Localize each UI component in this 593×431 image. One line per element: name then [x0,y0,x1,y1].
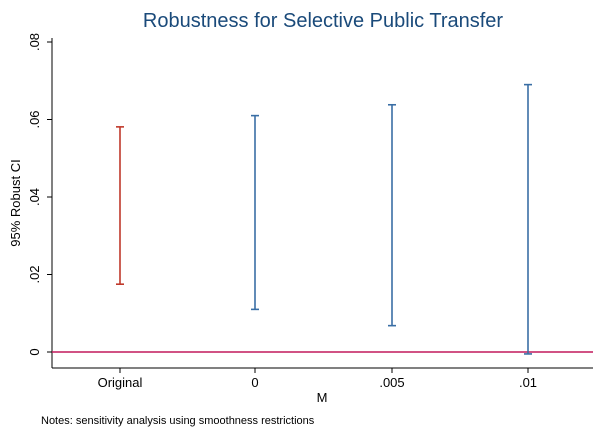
intervals [116,83,532,355]
ci-interval [524,83,532,355]
y-tick-label: .02 [27,265,42,283]
chart-note: Notes: sensitivity analysis using smooth… [41,415,315,427]
x-axis-label: M [317,390,328,405]
y-axis-label: 95% Robust CI [8,159,23,246]
y-tick-label: .06 [27,110,42,128]
x-tick-label: 0 [251,375,258,390]
x-tick-label: .01 [519,375,537,390]
ci-interval [388,103,396,327]
ci-interval [251,114,259,311]
y-ticks: 0 .02 .04 .06 .08 [27,33,52,356]
x-ticks: Original 0 .005 .01 [98,368,537,390]
chart-title: Robustness for Selective Public Transfer [143,10,504,32]
x-tick-label: Original [98,375,143,390]
x-tick-label: .005 [379,375,404,390]
ci-interval [116,126,124,285]
y-tick-label: .08 [27,33,42,51]
y-tick-label: 0 [27,348,42,355]
y-tick-label: .04 [27,188,42,206]
